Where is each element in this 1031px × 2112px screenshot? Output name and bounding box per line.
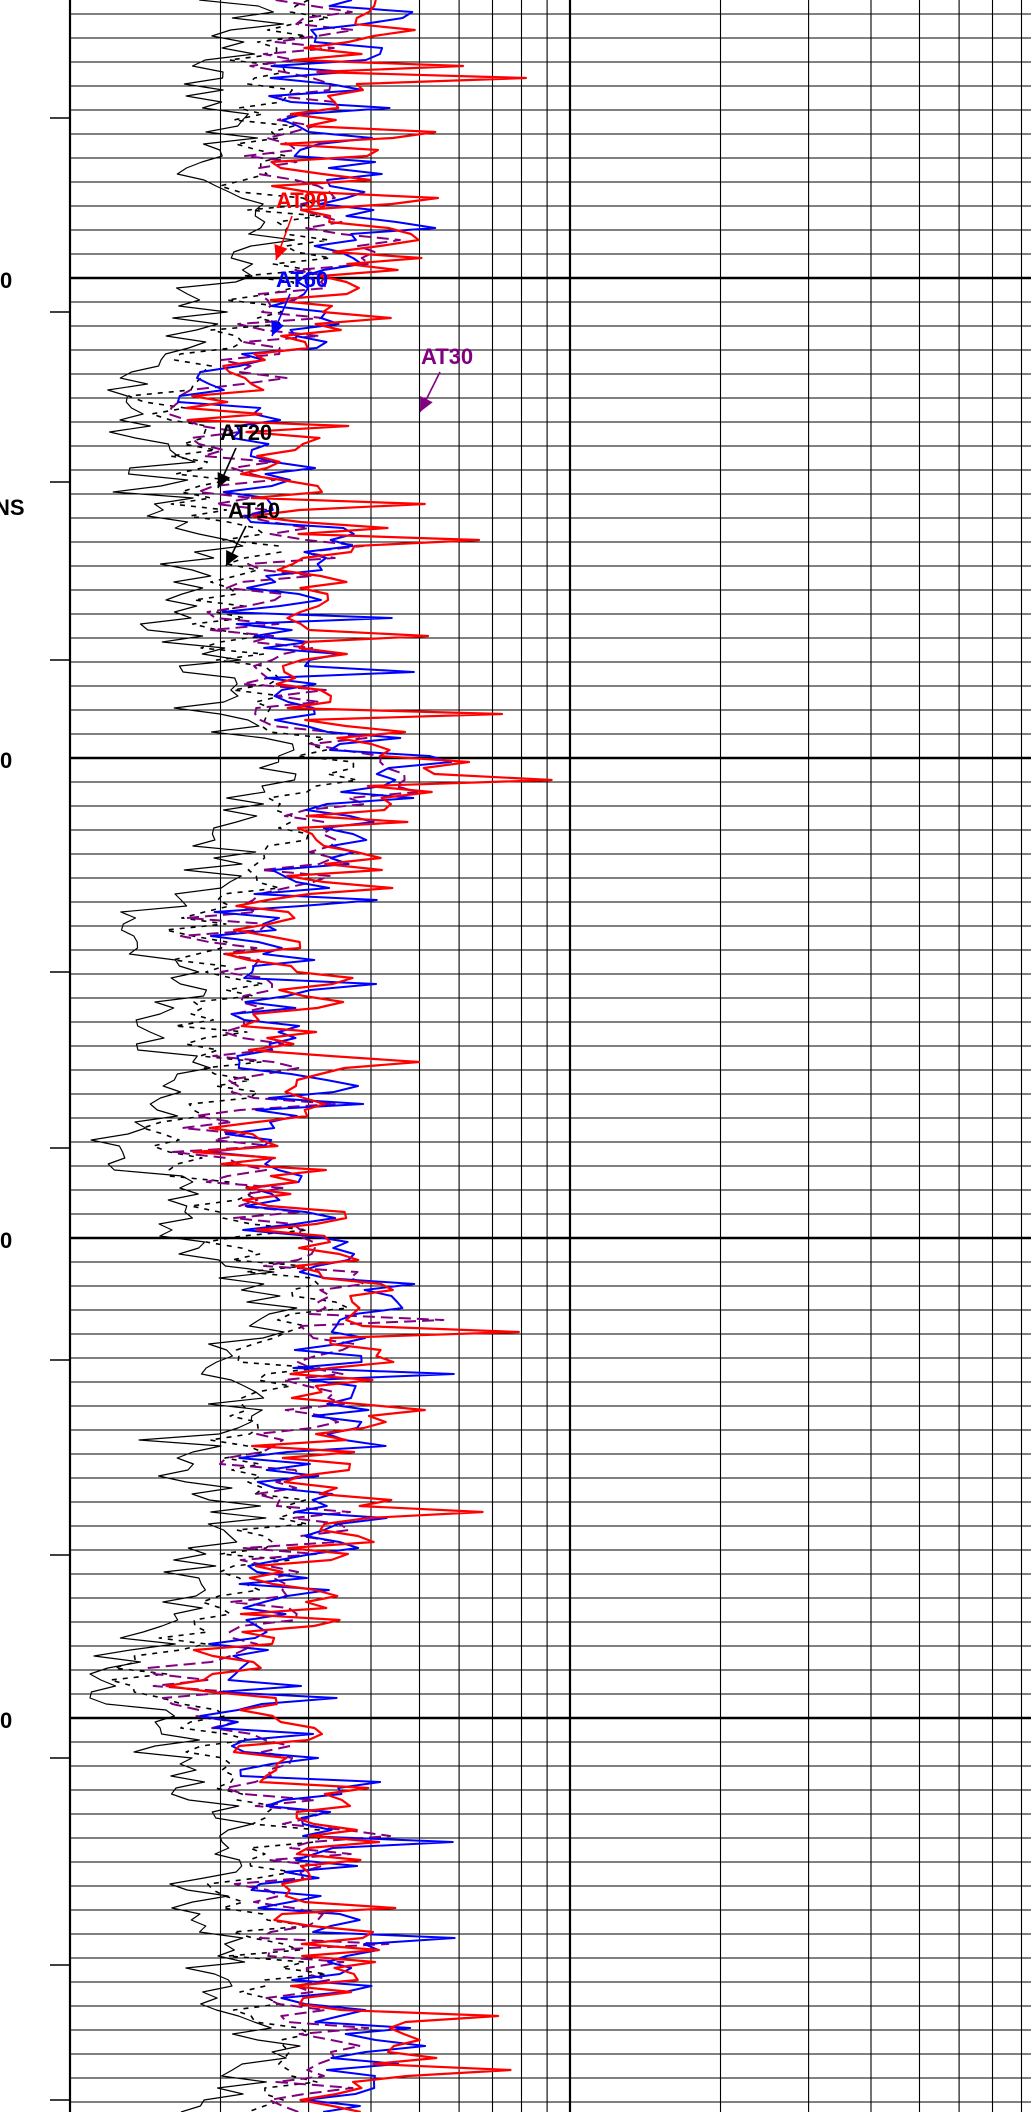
curves bbox=[89, 0, 553, 2112]
depth-label-4: 0 bbox=[0, 1708, 12, 1733]
grid bbox=[68, 0, 1031, 2112]
depth-label-3: 0 bbox=[0, 1228, 12, 1253]
curve-annotations bbox=[217, 215, 441, 567]
depth-label-1: 0 bbox=[0, 268, 12, 293]
at60-arrowhead bbox=[271, 320, 285, 336]
at10-label: AT10 bbox=[228, 498, 280, 523]
at10-curve bbox=[89, 0, 301, 2112]
at10-arrowhead bbox=[226, 550, 239, 566]
at60-label: AT60 bbox=[276, 267, 328, 292]
depth-ticks bbox=[50, 117, 70, 2101]
at90-curve bbox=[165, 0, 553, 2112]
at20-arrowhead bbox=[217, 472, 231, 488]
depth-label-2: 0 bbox=[0, 748, 12, 773]
at90-arrowhead bbox=[274, 244, 288, 260]
at20-label: AT20 bbox=[220, 420, 272, 445]
at30-label: AT30 bbox=[421, 344, 473, 369]
at90-label: AT90 bbox=[276, 188, 328, 213]
at30-arrowhead bbox=[420, 396, 433, 412]
units-label: NS bbox=[0, 495, 25, 520]
